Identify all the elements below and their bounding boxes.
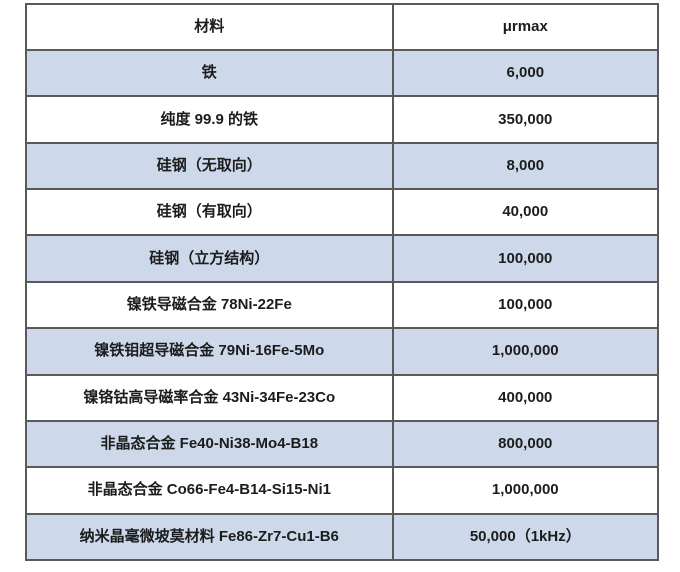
- table-row: 纯度 99.9 的铁 350,000: [25, 95, 660, 144]
- urmax-column-header: μrmax: [391, 3, 660, 51]
- urmax-value-cell: 100,000: [391, 280, 660, 330]
- material-cell: 硅钢（立方结构）: [25, 234, 394, 283]
- table-body: 铁 6,000 纯度 99.9 的铁 350,000 硅钢（无取向） 8,000 硅钢（有取…: [25, 48, 660, 562]
- urmax-value-cell: 100,000: [391, 234, 660, 283]
- permeability-table-container: 材料 μrmax 铁 6,000 纯度 99.9 的铁 350,000 硅钢（无取向） 8…: [25, 3, 660, 562]
- urmax-value-cell: 1,000,000: [391, 327, 660, 376]
- table-row: 镍铁导磁合金 78Ni-22Fe 100,000: [25, 280, 660, 330]
- urmax-value-cell: 6,000: [391, 48, 660, 98]
- table-row: 镍铬钴高导磁率合金 43Ni-34Fe-23Co 400,000: [25, 373, 660, 422]
- header-row: 材料 μrmax: [25, 3, 660, 51]
- table-row: 硅钢（无取向） 8,000: [25, 141, 660, 191]
- material-cell: 非晶态合金 Co66-Fe4-B14-Si15-Ni1: [25, 466, 394, 515]
- material-cell: 非晶态合金 Fe40-Ni38-Mo4-B18: [25, 419, 394, 469]
- material-cell: 镍铬钴高导磁率合金 43Ni-34Fe-23Co: [25, 373, 394, 422]
- material-cell: 镍铁导磁合金 78Ni-22Fe: [25, 280, 394, 330]
- urmax-value-cell: 800,000: [391, 419, 660, 469]
- table-row: 硅钢（立方结构） 100,000: [25, 234, 660, 283]
- table-row: 非晶态合金 Co66-Fe4-B14-Si15-Ni1 1,000,000: [25, 466, 660, 515]
- urmax-value-cell: 40,000: [391, 188, 660, 237]
- table-row: 非晶态合金 Fe40-Ni38-Mo4-B18 800,000: [25, 419, 660, 469]
- material-cell: 纳米晶毫微坡莫材料 Fe86-Zr7-Cu1-B6: [25, 512, 394, 562]
- urmax-value-cell: 400,000: [391, 373, 660, 422]
- table-row: 铁 6,000: [25, 48, 660, 98]
- table-row: 硅钢（有取向） 40,000: [25, 188, 660, 237]
- material-cell: 硅钢（有取向）: [25, 188, 394, 237]
- table-row: 纳米晶毫微坡莫材料 Fe86-Zr7-Cu1-B6 50,000（1kHz）: [25, 512, 660, 562]
- table-row: 镍铁钼超导磁合金 79Ni-16Fe-5Mo 1,000,000: [25, 327, 660, 376]
- material-cell: 铁: [25, 48, 394, 98]
- material-cell: 硅钢（无取向）: [25, 141, 394, 191]
- material-cell: 镍铁钼超导磁合金 79Ni-16Fe-5Mo: [25, 327, 394, 376]
- urmax-value-cell: 8,000: [391, 141, 660, 191]
- urmax-value-cell: 50,000（1kHz）: [391, 512, 660, 562]
- permeability-table: 材料 μrmax 铁 6,000 纯度 99.9 的铁 350,000 硅钢（无取向） 8…: [25, 3, 660, 562]
- material-cell: 纯度 99.9 的铁: [25, 95, 394, 144]
- material-column-header: 材料: [25, 3, 394, 51]
- urmax-value-cell: 1,000,000: [391, 466, 660, 515]
- urmax-value-cell: 350,000: [391, 95, 660, 144]
